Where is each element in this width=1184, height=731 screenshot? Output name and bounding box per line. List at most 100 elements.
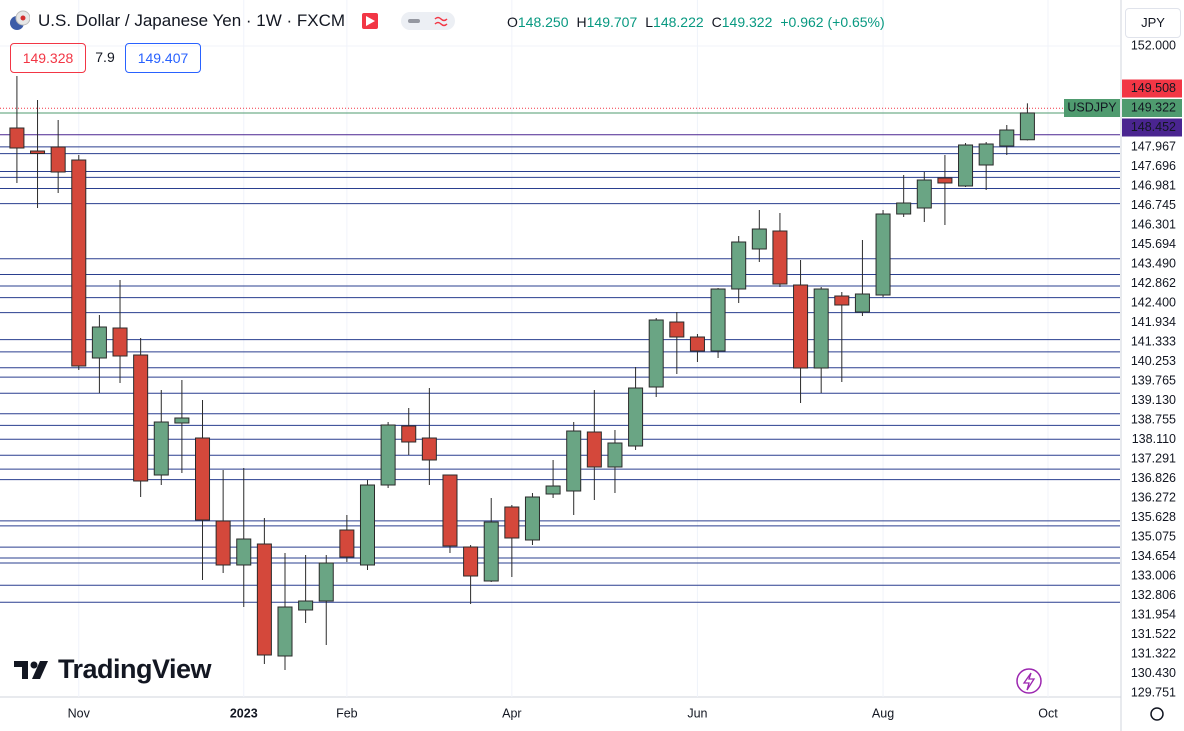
candle-body (751, 228, 767, 250)
candle-body (607, 442, 623, 468)
candle-body (999, 129, 1015, 147)
logo-text: TradingView (58, 654, 212, 684)
candle-body (545, 485, 561, 495)
level-label: 145.694 (1131, 237, 1176, 251)
level-label: 136.272 (1131, 490, 1176, 504)
candle-body (586, 431, 602, 468)
level-label: 138.755 (1131, 412, 1176, 426)
level-label: 137.291 (1131, 451, 1176, 465)
grid (0, 0, 1120, 697)
price-tag (1122, 118, 1182, 137)
x-tick-label: Jun (687, 706, 707, 720)
ohlc-value: 148.222 (653, 14, 704, 30)
candle-body (628, 387, 644, 447)
x-tick-label: Apr (502, 706, 521, 720)
candle-body (318, 562, 334, 602)
candle-body (380, 424, 396, 486)
level-label: 131.522 (1131, 627, 1176, 641)
level-label: 147.696 (1131, 159, 1176, 173)
candle-body (91, 326, 107, 359)
candle-body (421, 437, 437, 461)
x-tick-label: Oct (1038, 706, 1058, 720)
y-tick-label: 152.000 (1131, 38, 1176, 52)
level-label: 141.934 (1131, 315, 1176, 329)
price-tag-label: 149.322 (1131, 100, 1176, 114)
price-tag-label: 148.452 (1131, 120, 1176, 134)
level-label: 133.006 (1131, 568, 1176, 582)
level-label: 139.765 (1131, 373, 1176, 387)
level-label: 130.430 (1131, 666, 1176, 680)
level-label: 138.110 (1132, 432, 1176, 446)
candle-body (112, 327, 128, 357)
spread: 7.9 (95, 49, 115, 65)
candle-body (875, 213, 891, 296)
candle-body (71, 159, 87, 367)
level-label: 146.745 (1131, 198, 1176, 212)
indicator-pills[interactable] (401, 10, 457, 32)
candle-body (9, 127, 25, 149)
axes: Nov 2023 Feb Apr Jun Aug Oct 152.000 149.508 149.… (68, 38, 1182, 720)
flag-icon[interactable] (361, 12, 379, 30)
candle-body (256, 543, 272, 656)
x-tick-label: Nov (68, 706, 91, 720)
levels (0, 107, 1120, 603)
level-label: 136.826 (1131, 471, 1176, 485)
ohlc-key: L (645, 14, 654, 30)
symbol-tag (1064, 99, 1120, 117)
candle-body (298, 600, 314, 611)
ohlc-item: C149.322 (712, 14, 773, 30)
level-label: 132.806 (1131, 588, 1176, 602)
candle-body (504, 506, 520, 539)
sell-price[interactable]: 149.328 (10, 43, 86, 73)
candle-body (731, 241, 747, 290)
settings-icon[interactable] (1150, 707, 1164, 721)
candle-body (813, 288, 829, 369)
candle-body (194, 437, 211, 521)
candle-body (174, 417, 190, 424)
price-tag (1122, 99, 1182, 117)
ohlc-item: H149.707 (577, 14, 638, 30)
level-label: 147.967 (1131, 139, 1176, 153)
ohlc-key: O (507, 14, 518, 30)
symbol-tag-label: USDJPY (1067, 100, 1117, 114)
level-label: 146.301 (1131, 217, 1176, 231)
header: U.S. Dollar / Japanese Yen · 1W · FXCM (8, 10, 457, 32)
level-label: 135.628 (1131, 510, 1176, 524)
candle-body (710, 288, 726, 352)
candle-body (133, 354, 149, 482)
candle-body (834, 295, 850, 306)
candle-body (772, 230, 788, 285)
candle-body (483, 521, 499, 582)
candle-body (153, 421, 169, 476)
buy-price[interactable]: 149.407 (125, 43, 201, 73)
ohlc-value: 149.322 (721, 14, 773, 30)
ohlc-legend: O148.250 H149.707 L148.222 C149.322 +0.962 (… (507, 14, 885, 30)
ohlc-item: L148.222 (645, 14, 703, 30)
level-label: 131.322 (1131, 646, 1176, 660)
logo-mark (14, 660, 48, 679)
candle-body (339, 529, 355, 558)
candle-body (1019, 112, 1035, 141)
currency-button[interactable]: JPY (1125, 8, 1181, 38)
ohlc-value: 148.250 (517, 14, 569, 30)
candle-body (442, 474, 458, 547)
ohlc-change: +0.962 (+0.65%) (780, 14, 885, 30)
candle-body (401, 425, 417, 443)
candle-body (793, 284, 809, 369)
level-label: 129.751 (1131, 685, 1176, 699)
level-label: 139.130 (1131, 393, 1176, 407)
candle-body (958, 144, 974, 187)
candle-body (937, 177, 953, 184)
x-tick-label: Feb (336, 706, 358, 720)
candle-body (854, 293, 870, 313)
candle-body (359, 484, 376, 566)
level-label: 143.490 (1131, 256, 1176, 270)
candle-body (50, 146, 66, 173)
alert-icon[interactable] (1016, 668, 1042, 694)
level-label: 142.862 (1131, 276, 1176, 290)
level-label: 146.981 (1131, 178, 1176, 192)
level-label: 140.253 (1131, 354, 1176, 368)
candle-body (524, 496, 540, 541)
candle-body (463, 546, 479, 577)
candle-body (236, 538, 252, 566)
